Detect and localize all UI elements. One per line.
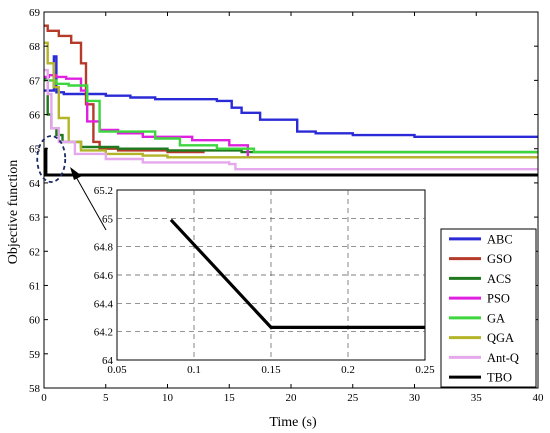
y-tick-label: 63 (29, 212, 41, 224)
legend-label: TBO (487, 371, 512, 385)
y-tick-label: 62 (29, 246, 40, 258)
main-plot: 0 5 10 15 20 25 30 35 40 58 59 60 61 62 63 64 65 66 67 68 69 (29, 7, 544, 404)
y-tick-label: 66 (29, 110, 41, 122)
series-line-abc (44, 55, 538, 138)
legend-label: ABC (487, 232, 513, 246)
legend-label: Ant-Q (487, 351, 519, 365)
x-tick-label: 30 (409, 392, 421, 404)
legend-label: PSO (487, 292, 510, 306)
series-line-gso (44, 24, 205, 154)
inset-series-line-tbo (169, 218, 425, 329)
zoom-annotation (36, 135, 107, 231)
series-line-ga (44, 79, 538, 154)
legend-box (440, 228, 537, 388)
series-line-ant-q (44, 68, 538, 171)
inset-y-tick-label: 64.4 (94, 298, 114, 310)
inset-y-tick-label: 64.2 (94, 327, 113, 339)
inset-x-tick-label: 0.15 (261, 364, 281, 376)
inset-y-tick-label: 64.8 (94, 242, 114, 254)
x-tick-label: 15 (224, 392, 236, 404)
y-tick-label: 61 (29, 280, 40, 292)
legend-label: ACS (487, 272, 511, 286)
inset-y-tick-label: 65 (102, 213, 114, 225)
inset-plot: 0.05 0.1 0.15 0.2 0.25 64 64.2 64.4 64.6 64.8 65 65… (94, 185, 435, 376)
inset-x-tick-label: 0.25 (415, 364, 435, 376)
legend-label: QGA (487, 331, 514, 345)
x-tick-label: 10 (162, 392, 174, 404)
y-tick-label: 67 (29, 75, 41, 87)
y-tick-label: 60 (29, 315, 41, 327)
y-tick-label: 65 (29, 144, 41, 156)
x-tick-label: 25 (347, 392, 359, 404)
inset-y-tick-label: 64.6 (94, 270, 114, 282)
zoom-arrow-head (70, 167, 82, 180)
y-tick-label: 59 (29, 349, 41, 361)
legend-label: GSO (487, 252, 512, 266)
zoom-arrow-shaft (74, 174, 107, 231)
x-tick-label: 40 (533, 392, 545, 404)
x-tick-label: 5 (103, 392, 109, 404)
x-tick-label: 20 (286, 392, 298, 404)
x-tick-label: 0 (41, 392, 47, 404)
inset-x-tick-label: 0.2 (341, 364, 355, 376)
y-tick-label: 64 (29, 178, 41, 190)
inset-y-tick-label: 64 (102, 355, 114, 367)
y-tick-label: 69 (29, 7, 41, 19)
y-axis-label: Objective function (6, 160, 21, 265)
zoom-ellipse (36, 135, 67, 183)
y-tick-label: 58 (29, 383, 41, 395)
legend: ABC GSO ACS PSO GA QGA Ant-Q TBO (440, 228, 537, 388)
x-tick-label: 35 (471, 392, 483, 404)
inset-y-tick-label: 65.2 (94, 185, 113, 197)
x-axis-label: Time (s) (269, 415, 317, 430)
inset-x-tick-label: 0.05 (107, 364, 127, 376)
inset-x-tick-label: 0.1 (187, 364, 201, 376)
y-tick-label: 68 (29, 41, 41, 53)
legend-label: GA (487, 311, 505, 325)
